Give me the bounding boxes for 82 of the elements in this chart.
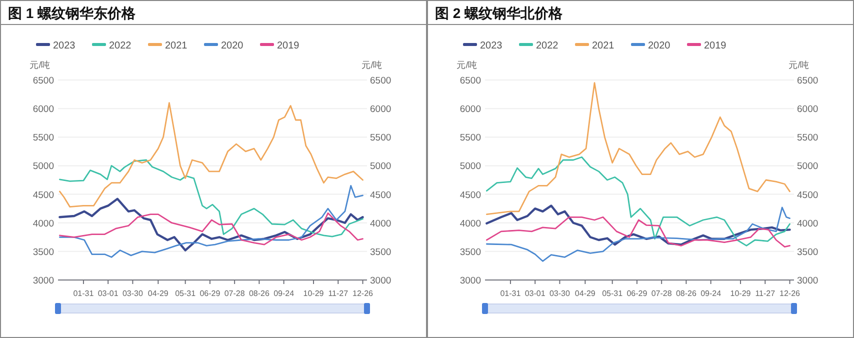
y2-tick-label: 6000 [797,104,818,116]
line-series [486,216,790,248]
x-tick-label: 03-01 [98,289,119,298]
y2-tick-label: 3500 [797,246,818,258]
legend-label: 2019 [704,40,727,52]
x-tick-label: 03-30 [549,289,570,298]
y2-tick-label: 5500 [797,132,818,144]
y2-tick-label: 4000 [797,218,818,230]
x-tick-label: 07-28 [224,289,246,298]
y-tick-label: 6000 [32,104,54,116]
y2-tick-label: 5500 [370,132,392,144]
x-tick-label: 11-27 [755,289,776,298]
y-tick-label: 6000 [460,104,481,116]
legend-label: 2020 [648,40,671,52]
x-tick-label: 09-24 [274,289,295,298]
line-series [59,102,364,208]
y2-tick-label: 4500 [370,190,392,201]
y-tick-label: 5500 [32,132,54,144]
x-tick-label: 11-27 [328,289,349,298]
y2-tick-label: 6000 [370,104,392,116]
x-tick-label: 07-28 [651,289,672,298]
y-tick-label: 4000 [32,218,54,230]
y-tick-label: 6500 [32,76,54,86]
y2-tick-label: 3500 [370,246,392,258]
x-tick-label: 05-31 [175,289,196,298]
y2-axis-title: 元/吨 [362,60,382,70]
line-series [486,204,791,246]
x-tick-label: 12-26 [352,289,374,298]
y-tick-label: 5000 [460,161,481,172]
legend-label: 2023 [53,40,76,52]
legend-label: 2021 [165,40,188,52]
y-tick-label: 3500 [32,246,54,258]
x-tick-label: 05-31 [602,289,624,298]
x-tick-label: 10-29 [303,289,324,298]
x-tick-label: 06-29 [626,289,648,298]
y-tick-label: 3000 [460,276,481,286]
x-tick-label: 08-26 [248,289,270,298]
y-tick-label: 6500 [460,76,481,86]
line-series [59,212,364,246]
line-series [486,206,790,262]
y2-tick-label: 5000 [797,161,818,172]
legend-label: 2020 [221,40,244,52]
y-tick-label: 3000 [32,276,54,286]
legend-label: 2019 [277,40,300,52]
x-tick-label: 04-29 [574,289,596,298]
x-tick-label: 09-24 [700,289,722,298]
x-tick-label: 06-29 [200,289,221,298]
y2-tick-label: 3000 [370,276,392,286]
y-tick-label: 5500 [460,132,481,144]
x-tick-label: 01-31 [73,289,94,298]
y-tick-label: 5000 [32,161,54,172]
line-series [58,198,364,252]
legend-label: 2022 [109,40,132,52]
y2-tick-label: 6500 [797,76,818,86]
legend-label: 2023 [480,40,503,52]
y2-tick-label: 4500 [797,190,818,201]
y-axis-title: 元/吨 [456,60,478,70]
y2-tick-label: 4000 [370,218,392,230]
line-series [486,82,790,215]
y2-tick-label: 5000 [370,161,392,172]
y2-tick-label: 3000 [797,276,818,286]
y2-tick-label: 6500 [370,76,392,86]
y-tick-label: 4000 [460,218,481,230]
x-tick-label: 08-26 [676,289,697,298]
x-tick-label: 03-01 [524,289,546,298]
x-tick-label: 10-29 [730,289,752,298]
legend-label: 2022 [536,40,559,52]
x-tick-label: 01-31 [500,289,522,298]
x-tick-label: 12-26 [780,289,801,298]
line-series [59,185,364,258]
y-tick-label: 4500 [460,190,481,201]
chart-title: 图 2 螺纹钢华北价格 [435,5,564,21]
legend-label: 2021 [592,40,615,52]
x-tick-label: 03-30 [122,289,144,298]
line-series [59,159,364,238]
y-axis-title: 元/吨 [30,60,50,70]
y-tick-label: 4500 [32,190,54,201]
x-tick-label: 04-29 [148,289,169,298]
y2-axis-title: 元/吨 [788,60,810,70]
chart-title: 图 1 螺纹钢华东价格 [8,5,137,21]
line-series [486,156,790,246]
y-tick-label: 3500 [460,246,481,258]
